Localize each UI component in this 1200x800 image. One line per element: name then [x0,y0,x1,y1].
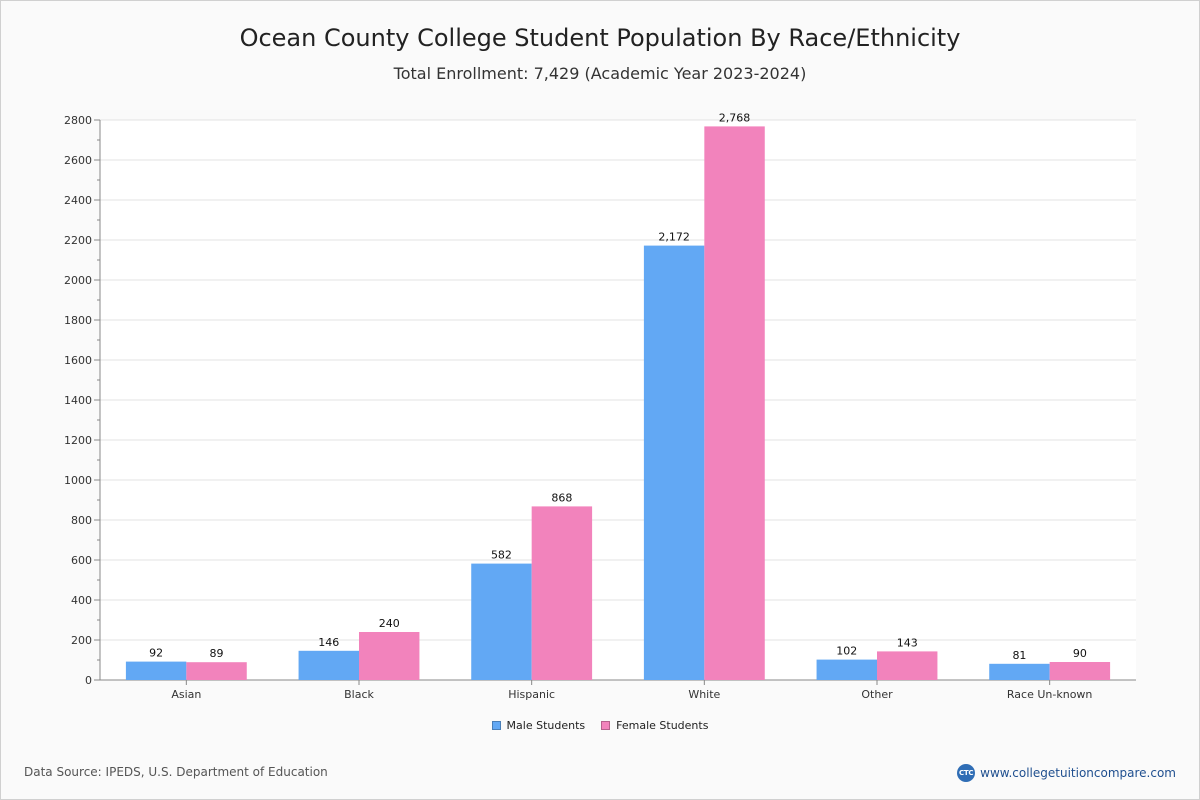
y-tick-label: 2800 [64,114,92,127]
y-tick-label: 0 [85,674,92,687]
legend-item-male[interactable]: Male Students [491,719,586,732]
y-tick-label: 600 [71,554,92,567]
brand-link[interactable]: CTC www.collegetuitioncompare.com [957,764,1176,782]
y-tick-label: 1600 [64,354,92,367]
legend-label-female: Female Students [616,719,709,732]
bar-female [704,126,765,680]
x-tick-label: White [688,688,720,701]
bar-male [989,663,1050,680]
y-tick-label: 2200 [64,234,92,247]
bar-male [125,661,187,680]
bar-male [471,563,532,680]
legend: Male Students Female Students [0,719,1200,732]
y-tick-label: 1200 [64,434,92,447]
y-tick-label: 1800 [64,314,92,327]
chart-title: Ocean County College Student Population … [239,24,961,52]
y-tick-label: 200 [71,634,92,647]
data-label-male: 102 [836,645,857,658]
x-tick-label: Asian [171,688,201,701]
brand-url: www.collegetuitioncompare.com [980,766,1176,780]
bar-female [186,662,247,680]
data-label-female: 89 [210,647,224,660]
data-label-male: 582 [491,549,512,562]
x-tick-label: Race Un-known [1007,688,1093,701]
data-label-female: 240 [379,617,400,630]
data-label-male: 81 [1012,649,1026,662]
data-label-female: 2,768 [719,111,751,124]
legend-swatch-female [601,721,611,730]
y-tick-label: 2600 [64,154,92,167]
data-label-female: 868 [551,491,572,504]
bar-male [643,245,705,680]
bar-female [359,632,420,680]
legend-swatch-male [491,721,501,730]
data-label-female: 90 [1073,647,1087,660]
x-tick-label: Other [861,688,893,701]
y-tick-label: 400 [71,594,92,607]
legend-label-male: Male Students [506,719,586,732]
data-source-text: Data Source: IPEDS, U.S. Department of E… [24,765,328,779]
y-tick-label: 800 [71,514,92,527]
ctc-logo-icon: CTC [957,764,976,782]
x-tick-label: Hispanic [508,688,555,701]
bar-male [816,659,877,680]
legend-item-female[interactable]: Female Students [601,719,708,732]
chart-subtitle: Total Enrollment: 7,429 (Academic Year 2… [393,64,807,83]
bar-female [531,506,593,680]
bar-male [298,650,359,680]
bar-female [1049,662,1111,680]
y-tick-label: 1400 [64,394,92,407]
bar-female [877,651,938,680]
data-label-male: 146 [318,636,339,649]
y-tick-label: 2000 [64,274,92,287]
y-tick-label: 2400 [64,194,92,207]
data-label-male: 2,172 [658,231,690,244]
x-tick-label: Black [344,688,374,701]
y-tick-label: 1000 [64,474,92,487]
data-label-female: 143 [897,636,918,649]
data-label-male: 92 [149,647,163,660]
